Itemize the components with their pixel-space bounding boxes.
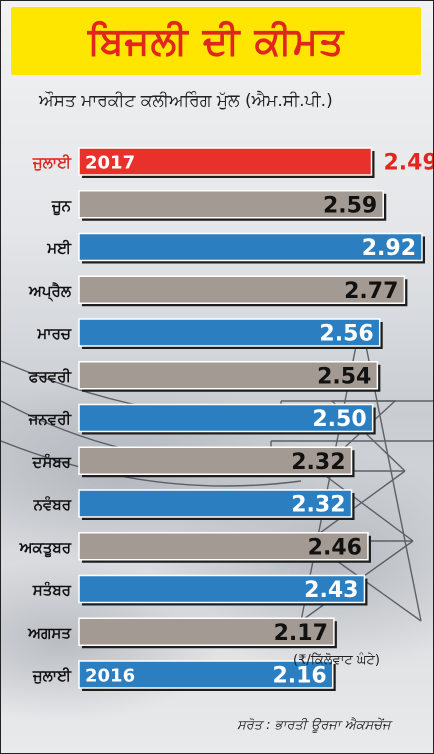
category-label: ਦਸੰਬਰ	[31, 452, 71, 471]
value-label: 2.54	[317, 364, 371, 389]
value-label: 2.59	[323, 193, 377, 218]
bar	[78, 275, 406, 304]
category-label: ਅਕਤੂਬਰ	[19, 538, 72, 557]
value-label: 2.43	[304, 578, 358, 603]
bar	[78, 489, 353, 518]
year-label: 2016	[85, 666, 135, 687]
category-label: ਮਾਰਚ	[36, 325, 71, 343]
value-label: 2.50	[312, 407, 366, 432]
value-label: 2.49	[383, 151, 433, 176]
source-note: ਸਰੋਤ : ਭਾਰਤੀ ਊਰਜਾ ਐਕਸਚੇਂਜ	[237, 718, 391, 733]
value-label: 2.92	[362, 236, 416, 261]
value-label: 2.56	[319, 322, 373, 347]
value-label: 2.16	[272, 664, 326, 689]
value-label: 2.32	[291, 493, 345, 518]
category-label: ਅਗਸਤ	[27, 624, 72, 642]
bar	[78, 446, 353, 475]
category-label: ਮਈ	[46, 239, 72, 257]
bar	[78, 232, 423, 262]
bar	[78, 574, 366, 604]
category-label: ਸਤੰਬਰ	[32, 580, 72, 599]
category-label: ਨਵੰਬਰ	[33, 495, 72, 514]
category-label: ਜੁਲਾਈ	[32, 154, 72, 172]
title-banner: ਬਿਜਲੀ ਦੀ ਕੀਮਤ	[11, 7, 421, 75]
chart-title: ਬਿਜਲੀ ਦੀ ਕੀਮਤ	[87, 18, 345, 63]
bar	[78, 361, 379, 390]
category-label: ਜੁਲਾਈ	[32, 667, 72, 685]
bar	[78, 403, 374, 433]
year-label: 2017	[85, 153, 135, 174]
value-label: 2.32	[291, 450, 345, 475]
value-label: 2.17	[274, 621, 328, 646]
category-label: ਅਪ੍ਰੈਲ	[28, 282, 72, 303]
bar	[78, 660, 334, 689]
chart-subtitle: ਔਸਤ ਮਾਰਕੀਟ ਕਲੀਅਰਿੰਗ ਮੁੱਲ (ਐਮ.ਸੀ.ਪੀ.)	[39, 91, 333, 111]
value-label: 2.46	[308, 535, 362, 560]
category-label: ਜਨਵਰੀ	[28, 410, 73, 428]
value-label: 2.77	[344, 279, 398, 304]
unit-note: (₹/ਕਿੱਲੋਵਾਟ ਘੰਟੇ)	[293, 653, 380, 668]
bar	[78, 532, 369, 561]
bar	[78, 318, 381, 347]
bar	[78, 147, 373, 176]
category-label: ਫਰਵਰੀ	[28, 367, 73, 385]
bar	[78, 617, 335, 646]
category-label: ਜੂਨ	[51, 196, 72, 215]
bar	[78, 190, 384, 219]
